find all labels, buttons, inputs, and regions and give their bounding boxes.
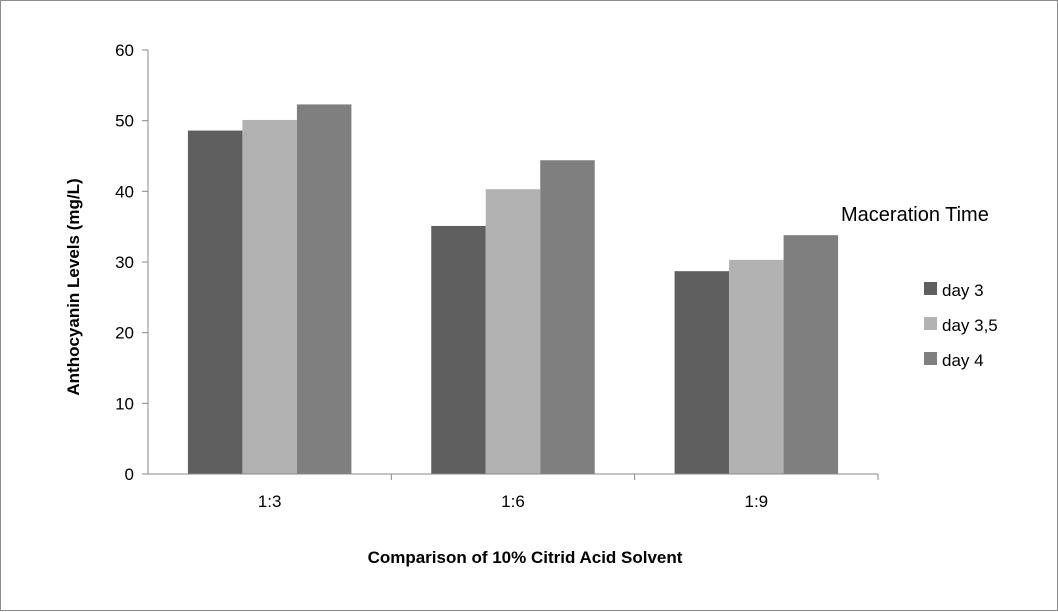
legend-swatch bbox=[924, 282, 937, 295]
bar-day-3-1-9 bbox=[674, 271, 730, 474]
bar-day-3-5-1-9 bbox=[729, 259, 784, 474]
x-tick-label: 1:3 bbox=[258, 492, 282, 511]
y-axis-title: Anthocyanin Levels (mg/L) bbox=[64, 178, 83, 395]
bar-day-3-1-3 bbox=[187, 130, 243, 474]
y-tick-label: 10 bbox=[115, 394, 134, 413]
bar-day-4-1-3 bbox=[296, 104, 352, 474]
legend-label: day 4 bbox=[942, 351, 984, 370]
legend-label: day 3,5 bbox=[942, 316, 998, 335]
bar-day-4-1-9 bbox=[783, 235, 839, 474]
legend: day 3 day 3,5 day 4 bbox=[924, 281, 998, 370]
legend-swatch bbox=[924, 352, 937, 365]
x-axis-title: Comparison of 10% Citrid Acid Solvent bbox=[368, 548, 683, 567]
y-axis-ticks: 0 10 20 30 40 50 60 bbox=[115, 41, 148, 484]
y-tick-label: 50 bbox=[115, 112, 134, 131]
legend-swatch bbox=[924, 317, 937, 330]
bar-day-3-5-1-6 bbox=[485, 189, 541, 475]
y-tick-label: 20 bbox=[115, 324, 134, 343]
y-tick-label: 60 bbox=[115, 41, 134, 60]
bar-day-3-5-1-3 bbox=[242, 119, 297, 475]
legend-label: day 3 bbox=[942, 281, 984, 300]
y-tick-label: 0 bbox=[125, 465, 134, 484]
y-tick-label: 30 bbox=[115, 253, 134, 272]
x-tick-label: 1:6 bbox=[501, 492, 525, 511]
x-tick-label: 1:9 bbox=[745, 492, 769, 511]
bar-day-4-1-6 bbox=[540, 160, 595, 475]
x-axis-ticks: 1:3 1:6 1:9 bbox=[258, 474, 879, 511]
y-tick-label: 40 bbox=[115, 182, 134, 201]
bar-day-3-1-6 bbox=[431, 225, 486, 474]
legend-title: Maceration Time bbox=[841, 204, 989, 226]
bars bbox=[187, 104, 839, 475]
